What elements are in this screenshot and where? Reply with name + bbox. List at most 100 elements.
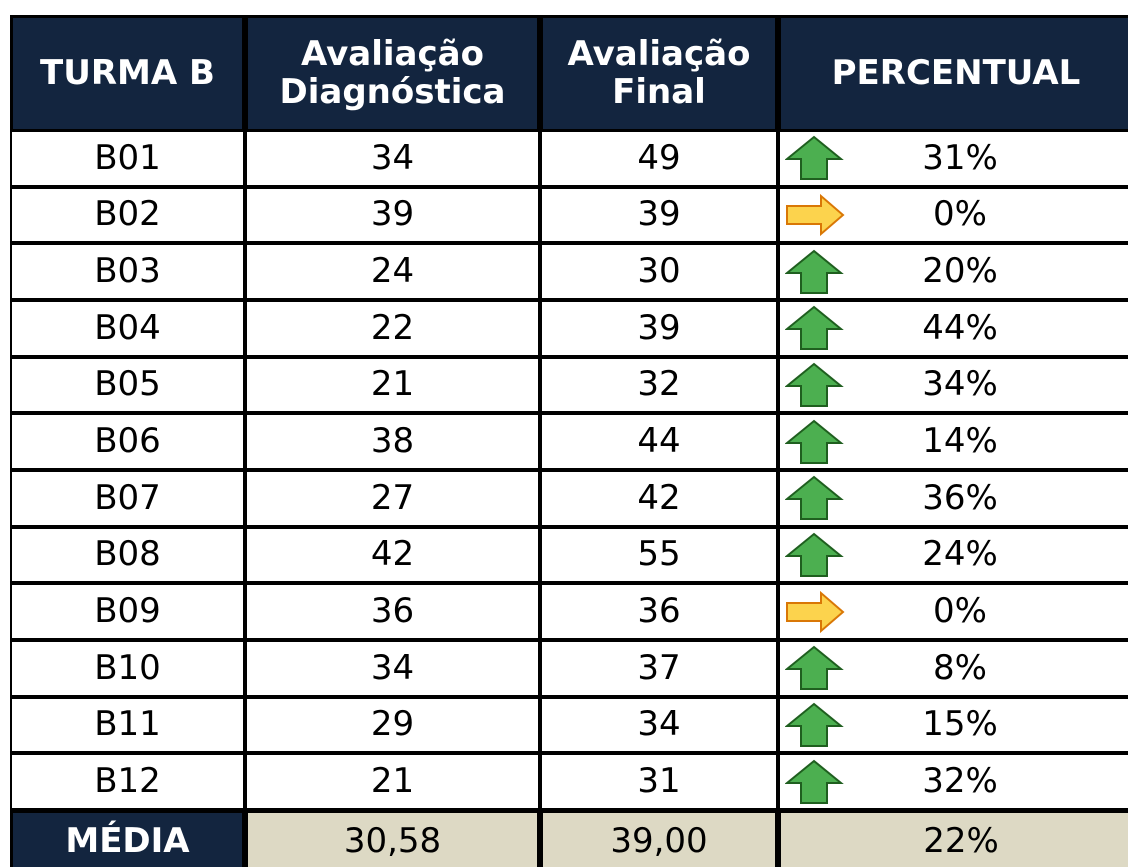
data-cell: 29 (245, 696, 540, 754)
data-cell: 22 (245, 300, 540, 357)
up-arrow-icon (785, 419, 844, 464)
cell-text: 8% (933, 647, 987, 688)
data-cell: 34% (778, 356, 1128, 414)
data-cell: 34 (245, 130, 540, 187)
cell-text: B12 (94, 760, 161, 801)
data-cell: 27 (245, 470, 540, 527)
cell-text: 39 (370, 194, 415, 235)
cell-text: 27 (370, 477, 415, 518)
cell-text: B09 (94, 590, 161, 631)
cell-text: 22% (923, 821, 999, 861)
data-cell: 20% (778, 243, 1128, 300)
data-cell: 8% (778, 640, 1128, 697)
cell-text: B07 (94, 477, 161, 518)
cell-text: Avaliação Diagnóstica (279, 34, 506, 112)
up-arrow-icon (785, 532, 844, 577)
cell-text: 21 (370, 364, 415, 405)
cell-text: 34 (370, 647, 415, 688)
cell-text: 31% (922, 137, 998, 178)
cell-text: 36 (637, 590, 681, 631)
header-cell: PERCENTUAL (778, 15, 1128, 132)
cell-text: 44 (637, 420, 681, 461)
data-cell: 34 (540, 696, 778, 754)
cell-text: Avaliação Final (567, 34, 751, 112)
data-cell: B11 (10, 696, 245, 754)
up-arrow-icon (785, 476, 844, 521)
up-arrow-icon (785, 362, 844, 407)
data-cell: 49 (540, 130, 778, 187)
data-cell: 31% (778, 130, 1128, 187)
data-cell: 42 (540, 470, 778, 527)
data-cell: B08 (10, 526, 245, 584)
cell-text: 49 (637, 137, 681, 178)
cell-text: B03 (94, 250, 161, 291)
cell-text: 34 (637, 704, 681, 745)
data-cell: B06 (10, 413, 245, 470)
up-arrow-icon (785, 306, 844, 351)
right-arrow-icon (786, 590, 845, 633)
data-cell: 36 (540, 583, 778, 640)
cell-text: 30 (637, 250, 681, 291)
cell-text: TURMA B (40, 52, 215, 93)
data-cell: B10 (10, 640, 245, 697)
up-arrow-icon (785, 136, 844, 181)
cell-text: B05 (94, 364, 161, 405)
data-cell: 39 (540, 300, 778, 357)
data-cell: 38 (245, 413, 540, 470)
cell-text: 32 (637, 364, 681, 405)
cell-text: 15% (922, 704, 998, 745)
data-cell: 32 (540, 356, 778, 414)
cell-text: B04 (94, 307, 161, 348)
footer-cell: 30,58 (245, 810, 540, 867)
data-cell: 36 (245, 583, 540, 640)
right-arrow-icon (786, 193, 845, 237)
data-cell: B02 (10, 186, 245, 244)
cell-text: 32% (922, 760, 998, 801)
cell-text: 44% (922, 307, 998, 348)
cell-text: 31 (637, 760, 681, 801)
data-cell: 42 (245, 526, 540, 584)
cell-text: 37 (637, 647, 681, 688)
data-cell: 55 (540, 526, 778, 584)
data-cell: 31 (540, 753, 778, 810)
cell-text: 14% (922, 420, 998, 461)
cell-text: 29 (370, 704, 415, 745)
up-arrow-icon (785, 646, 844, 691)
data-cell: 32% (778, 753, 1128, 810)
data-cell: 37 (540, 640, 778, 697)
cell-text: B08 (94, 534, 161, 575)
cell-text: 42 (370, 534, 415, 575)
cell-text: B02 (94, 194, 161, 235)
cell-text: B10 (94, 647, 161, 688)
data-cell: 14% (778, 413, 1128, 470)
cell-text: PERCENTUAL (831, 52, 1081, 93)
header-cell: TURMA B (10, 15, 245, 132)
cell-text: 24 (370, 250, 415, 291)
cell-text: 55 (637, 534, 681, 575)
data-cell: 0% (778, 186, 1128, 244)
data-cell: 39 (245, 186, 540, 244)
data-cell: B01 (10, 130, 245, 187)
cell-text: 39,00 (610, 821, 708, 861)
data-cell: 39 (540, 186, 778, 244)
up-arrow-icon (785, 759, 844, 804)
data-cell: B04 (10, 300, 245, 357)
cell-text: 0% (933, 194, 987, 235)
cell-text: 21 (370, 760, 415, 801)
data-cell: 15% (778, 696, 1128, 754)
cell-text: 38 (370, 420, 415, 461)
cell-text: 39 (637, 307, 681, 348)
cell-text: 34 (370, 137, 415, 178)
data-cell: 44 (540, 413, 778, 470)
header-cell: Avaliação Diagnóstica (245, 15, 540, 132)
data-cell: 21 (245, 356, 540, 414)
cell-text: 36 (370, 590, 415, 631)
data-cell: 0% (778, 583, 1128, 640)
header-cell: Avaliação Final (540, 15, 778, 132)
data-cell: 44% (778, 300, 1128, 357)
data-cell: 24% (778, 526, 1128, 584)
data-cell: B05 (10, 356, 245, 414)
data-cell: B07 (10, 470, 245, 527)
cell-text: 39 (637, 194, 681, 235)
